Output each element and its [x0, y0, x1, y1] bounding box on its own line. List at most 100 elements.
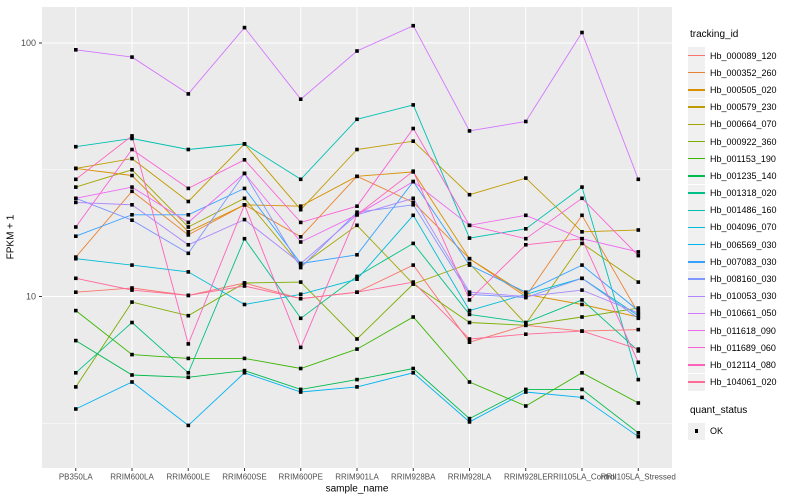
data-point [130, 189, 134, 194]
data-point [524, 227, 528, 231]
data-point [580, 213, 584, 218]
legend-entry-label: Hb_012114_080 [710, 359, 776, 370]
legend-entry-Hb_000352_260: Hb_000352_260 [688, 64, 800, 82]
data-point [355, 213, 359, 217]
x-axis-tick-label: RRIM600LA [110, 473, 154, 482]
data-point [130, 185, 134, 189]
data-point [467, 416, 472, 421]
legend-entry-label: Hb_000664_070 [710, 119, 777, 130]
data-point [298, 265, 303, 270]
legend-entry-Hb_001153_190: Hb_001153_190 [688, 150, 800, 168]
legend-key [688, 270, 705, 288]
data-point [524, 390, 528, 394]
legend-key-line-icon [688, 209, 705, 211]
data-point [130, 213, 134, 217]
data-point [411, 139, 415, 143]
data-point [242, 158, 247, 162]
data-point [74, 48, 78, 52]
data-point [242, 171, 247, 176]
data-point [411, 169, 415, 173]
data-point [524, 176, 528, 180]
data-point [130, 218, 134, 222]
data-point [242, 356, 247, 361]
data-point [242, 203, 247, 207]
legend-key [688, 287, 705, 305]
data-point [74, 144, 78, 149]
legend-entry-Hb_012114_080: Hb_012114_080 [688, 356, 800, 374]
data-point [74, 290, 78, 294]
data-point [186, 371, 191, 375]
data-point [411, 241, 415, 246]
x-axis-tick-label: PB350LA [59, 473, 93, 482]
data-point [524, 387, 528, 392]
data-point [355, 377, 359, 382]
data-point [186, 423, 191, 428]
data-point [467, 312, 472, 317]
data-point [242, 196, 247, 201]
y-axis-tick-label: 10 [26, 292, 36, 302]
data-point [186, 233, 191, 237]
data-point [524, 236, 528, 241]
data-point [636, 228, 641, 232]
data-point [580, 230, 584, 234]
data-point [467, 420, 472, 424]
x-axis-tick-label: RRII105LA_Stressed [601, 473, 676, 482]
legend-tracking-entries: Hb_000089_120 Hb_000352_260 Hb_000505_020 H… [688, 47, 800, 391]
legend-key [688, 373, 705, 391]
legend-entry-Hb_000922_360: Hb_000922_360 [688, 133, 800, 151]
data-point [580, 276, 584, 281]
data-point [411, 200, 415, 205]
data-point [524, 320, 528, 325]
data-point [186, 356, 191, 361]
data-point [580, 30, 584, 35]
legend-entry-Hb_004096_070: Hb_004096_070 [688, 218, 800, 236]
data-point [130, 203, 134, 207]
data-point [298, 177, 303, 182]
data-point [242, 284, 247, 288]
data-point [355, 49, 359, 53]
legend-entry-label: Hb_000089_120 [710, 50, 777, 61]
legend-entry-Hb_006569_030: Hb_006569_030 [688, 236, 800, 254]
data-point [636, 316, 641, 321]
data-point [636, 349, 641, 353]
data-point [74, 234, 78, 238]
legend-key-line-icon [688, 381, 705, 383]
data-point [636, 347, 641, 351]
legend-entry-Hb_000664_070: Hb_000664_070 [688, 115, 800, 133]
x-axis-tick-label: RRIM928LA [448, 473, 492, 482]
legend-entry-label: Hb_006569_030 [710, 239, 777, 250]
data-point [130, 173, 134, 178]
data-point [242, 281, 247, 285]
data-point [636, 250, 641, 254]
x-axis-tick-label: RRIM600LE [166, 473, 210, 482]
data-point [580, 315, 584, 319]
data-point [636, 177, 641, 182]
data-point [242, 302, 247, 307]
data-point [355, 223, 359, 228]
legend-key [688, 304, 705, 322]
y-axis-tick-label: 100 [21, 38, 36, 48]
data-point [467, 129, 472, 133]
data-point [467, 340, 472, 344]
data-point [467, 236, 472, 240]
legend-entry-label: Hb_001235_140 [710, 170, 777, 181]
data-point [467, 380, 472, 384]
data-point [411, 23, 415, 28]
data-point [74, 338, 78, 343]
data-point [524, 119, 528, 124]
legend-entry-label: Hb_008160_030 [710, 274, 777, 285]
data-point [298, 204, 303, 208]
data-point [74, 385, 78, 389]
data-point [580, 196, 584, 201]
data-point [130, 168, 134, 172]
x-axis-tick-label: RRIM600SE [222, 473, 266, 482]
legend-entry-label: Hb_001318_020 [710, 188, 777, 199]
legend-key-line-icon [688, 295, 705, 297]
data-point [130, 286, 134, 290]
data-point [636, 280, 641, 284]
legend-entry-Hb_001486_160: Hb_001486_160 [688, 201, 800, 219]
legend-key [688, 167, 705, 185]
data-point [355, 174, 359, 179]
data-point [186, 230, 191, 234]
data-point [636, 431, 641, 435]
